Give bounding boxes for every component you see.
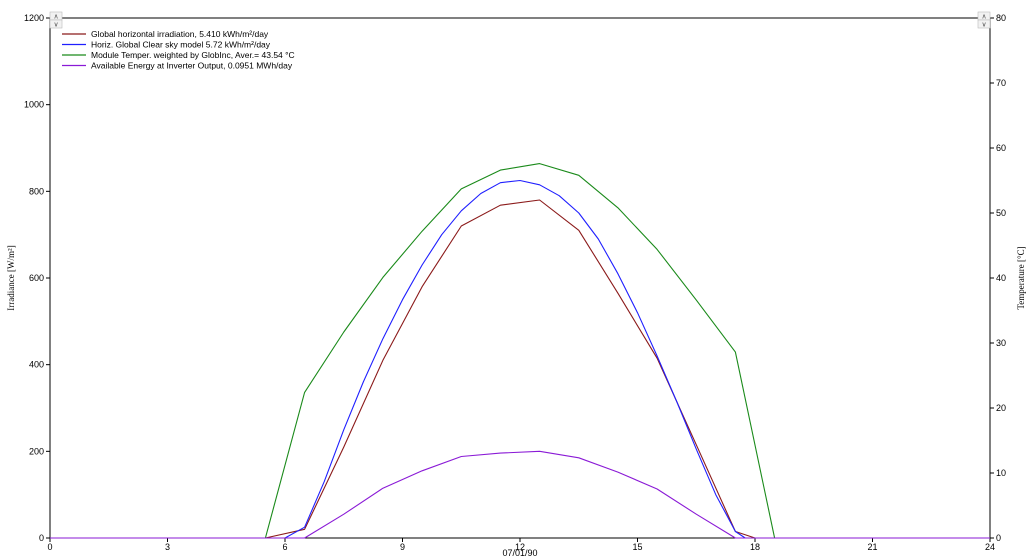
series-line-module-temperature: [50, 163, 990, 539]
series-line-clear-sky-model: [50, 179, 990, 539]
x-tick-label: 24: [985, 542, 995, 552]
right-axis-scroll-up-button[interactable]: ∧: [977, 11, 991, 21]
legend-label-clear-sky-model: Horiz. Global Clear sky model 5.72 kWh/m…: [91, 40, 271, 50]
left-y-tick-label: 1000: [24, 100, 44, 110]
right-y-tick-label: 50: [996, 208, 1006, 218]
left-axis-scroll-down-button[interactable]: ∨: [49, 19, 63, 29]
chevron-down-icon: ∨: [981, 21, 986, 29]
chevron-up-icon: ∧: [981, 13, 986, 21]
plot-area-frame: [49, 17, 991, 539]
x-tick-label: 6: [282, 542, 287, 552]
x-tick-label: 0: [47, 542, 52, 552]
left-y-tick-label: 800: [29, 186, 44, 196]
right-y-tick-label: 30: [996, 338, 1006, 348]
x-tick-label: 12: [515, 542, 525, 552]
x-tick-label: 18: [750, 542, 760, 552]
left-y-tick-label: 0: [39, 533, 44, 543]
right-y-tick-label: 40: [996, 273, 1006, 283]
x-tick-label: 21: [867, 542, 877, 552]
left-y-tick-label: 600: [29, 273, 44, 283]
x-axis-ticks: 0 3 6 9 12 15 18 21 24: [47, 538, 995, 552]
right-y-tick-label: 60: [996, 143, 1006, 153]
series-line-inverter-output-energy: [50, 450, 990, 539]
legend: Global horizontal irradiation, 5.410 kWh…: [62, 29, 295, 71]
x-axis-label: 07/01/90: [502, 548, 537, 558]
left-axis-scroll-up-button[interactable]: ∧: [49, 11, 63, 21]
right-y-tick-label: 20: [996, 403, 1006, 413]
left-y-tick-label: 200: [29, 446, 44, 456]
right-y-tick-label: 10: [996, 468, 1006, 478]
series-lines: [50, 163, 990, 539]
legend-label-module-temperature: Module Temper. weighted by GlobInc, Aver…: [91, 50, 295, 60]
right-y-axis-label: Temperature [°C]: [1016, 246, 1026, 309]
left-y-axis-label: Irradiance [W/m²]: [6, 245, 16, 310]
left-y-tick-label: 1200: [24, 13, 44, 23]
right-y-tick-label: 0: [996, 533, 1001, 543]
legend-label-inverter-output-energy: Available Energy at Inverter Output, 0.0…: [91, 61, 293, 71]
right-y-axis-ticks: 0 10 20 30 40 50 60 70 80: [990, 13, 1006, 543]
chevron-down-icon: ∨: [53, 21, 58, 29]
left-y-tick-label: 400: [29, 360, 44, 370]
left-y-axis-ticks: 0 200 400 600 800 1000 1200: [24, 13, 50, 543]
series-line-global-horizontal-irradiation: [50, 199, 990, 539]
right-y-tick-label: 70: [996, 78, 1006, 88]
x-tick-label: 15: [632, 542, 642, 552]
right-y-tick-label: 80: [996, 13, 1006, 23]
x-tick-label: 3: [165, 542, 170, 552]
x-tick-label: 9: [400, 542, 405, 552]
legend-label-global-horizontal-irradiation: Global horizontal irradiation, 5.410 kWh…: [91, 29, 269, 39]
right-axis-scroll-down-button[interactable]: ∨: [977, 19, 991, 29]
chevron-up-icon: ∧: [53, 13, 58, 21]
